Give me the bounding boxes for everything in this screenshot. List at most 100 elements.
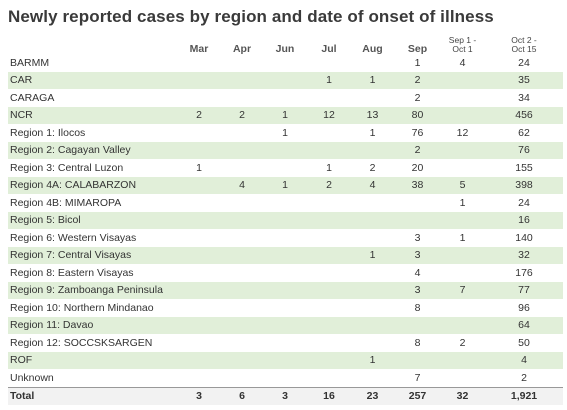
case-count bbox=[176, 54, 222, 72]
case-count: 77 bbox=[485, 281, 563, 299]
case-count bbox=[440, 89, 485, 107]
case-count: 5 bbox=[440, 176, 485, 194]
case-count: 80 bbox=[395, 106, 440, 124]
total-count: 23 bbox=[350, 386, 395, 405]
column-header-text: Jun bbox=[275, 43, 295, 55]
case-count bbox=[222, 334, 262, 352]
case-count bbox=[350, 229, 395, 247]
case-count bbox=[262, 211, 308, 229]
case-count bbox=[308, 299, 350, 317]
table-row: CARAGA 2 34 bbox=[8, 89, 563, 107]
case-count bbox=[222, 316, 262, 334]
case-count: 62 bbox=[518, 126, 530, 139]
case-count bbox=[308, 316, 350, 334]
case-count bbox=[222, 281, 262, 299]
case-count: 1 bbox=[326, 161, 332, 174]
case-count: 2 bbox=[395, 141, 440, 159]
column-header-text: Oct 15 bbox=[511, 44, 537, 54]
case-count: 34 bbox=[518, 91, 530, 104]
column-header: Jul bbox=[308, 36, 350, 55]
case-count bbox=[222, 141, 262, 159]
case-count: 1 bbox=[459, 196, 466, 209]
case-count: 13 bbox=[350, 106, 395, 124]
case-count: 2 bbox=[176, 106, 222, 124]
case-count bbox=[308, 194, 350, 212]
case-count bbox=[176, 89, 222, 107]
case-count bbox=[222, 369, 262, 387]
case-count bbox=[308, 264, 350, 282]
case-count bbox=[176, 264, 222, 282]
case-count bbox=[440, 369, 485, 387]
case-count bbox=[222, 351, 262, 369]
region-name: ROF bbox=[8, 351, 176, 369]
case-count: 12 bbox=[456, 126, 469, 139]
case-count: 3 bbox=[395, 281, 440, 299]
region-name: NCR bbox=[8, 106, 176, 124]
case-count bbox=[440, 71, 485, 89]
column-header-text: Mar bbox=[189, 43, 209, 55]
case-count bbox=[308, 124, 350, 142]
case-count bbox=[262, 246, 308, 264]
region-name: BARMM bbox=[10, 56, 50, 69]
case-count: 4 bbox=[459, 56, 466, 69]
case-count bbox=[395, 194, 440, 212]
case-count bbox=[176, 176, 222, 194]
case-count: 2 bbox=[369, 161, 376, 174]
region-name: Unknown bbox=[10, 371, 54, 384]
region-name: Region 8: Eastern Visayas bbox=[10, 266, 134, 279]
case-count bbox=[350, 264, 395, 282]
table-row: Unknown 7 2 bbox=[8, 369, 563, 387]
case-count bbox=[176, 194, 222, 212]
column-header-text: Sep 1 - bbox=[448, 35, 477, 45]
case-count bbox=[262, 264, 308, 282]
region-name: Region 10: Northern Mindanao bbox=[10, 301, 154, 314]
case-count: 2 bbox=[459, 336, 466, 349]
case-count: 20 bbox=[411, 161, 424, 174]
case-count: 4 bbox=[485, 351, 563, 369]
case-count bbox=[440, 211, 485, 229]
case-count bbox=[350, 281, 395, 299]
case-count bbox=[222, 211, 262, 229]
table-row: Region 7: Central Visayas 1 3 32 bbox=[8, 246, 563, 264]
case-count bbox=[308, 246, 350, 264]
column-header-text: Jul bbox=[321, 43, 337, 55]
table-row: NCR 2 2 1 12 13 80 456 bbox=[8, 106, 563, 124]
case-count bbox=[440, 106, 485, 124]
case-count bbox=[176, 211, 222, 229]
case-count: 1 bbox=[196, 161, 202, 174]
case-count: 1 bbox=[350, 351, 395, 369]
case-count bbox=[222, 264, 262, 282]
total-count: 1,921 bbox=[485, 386, 563, 405]
case-count: 32 bbox=[485, 246, 563, 264]
table-row: Region 6: Western Visayas 3 1 140 bbox=[8, 229, 563, 247]
case-count bbox=[262, 334, 308, 352]
case-count: 16 bbox=[485, 211, 563, 229]
column-header-text: Sep bbox=[407, 43, 428, 55]
table-row: Region 4B: MIMAROPA 1 24 bbox=[8, 194, 563, 212]
case-count: 176 bbox=[515, 266, 533, 279]
case-count: 155 bbox=[515, 161, 533, 174]
case-count bbox=[395, 211, 440, 229]
case-count bbox=[222, 159, 262, 177]
case-count bbox=[395, 351, 440, 369]
case-count bbox=[222, 54, 262, 72]
case-count bbox=[222, 246, 262, 264]
case-count bbox=[308, 334, 350, 352]
case-count bbox=[262, 71, 308, 89]
case-count bbox=[222, 299, 262, 317]
case-count: 76 bbox=[411, 126, 424, 139]
case-count bbox=[176, 316, 222, 334]
case-count: 1 bbox=[308, 71, 350, 89]
case-count: 76 bbox=[485, 141, 563, 159]
case-count bbox=[176, 124, 222, 142]
case-count bbox=[176, 229, 222, 247]
case-count bbox=[176, 246, 222, 264]
table-row: Region 11: Davao 64 bbox=[8, 316, 563, 334]
case-count bbox=[222, 124, 262, 142]
case-count bbox=[262, 351, 308, 369]
column-header-text: Oct 2 - bbox=[511, 35, 537, 45]
case-count bbox=[440, 141, 485, 159]
column-header: Aug bbox=[350, 36, 395, 55]
case-count: 1 bbox=[262, 106, 308, 124]
case-count bbox=[308, 351, 350, 369]
